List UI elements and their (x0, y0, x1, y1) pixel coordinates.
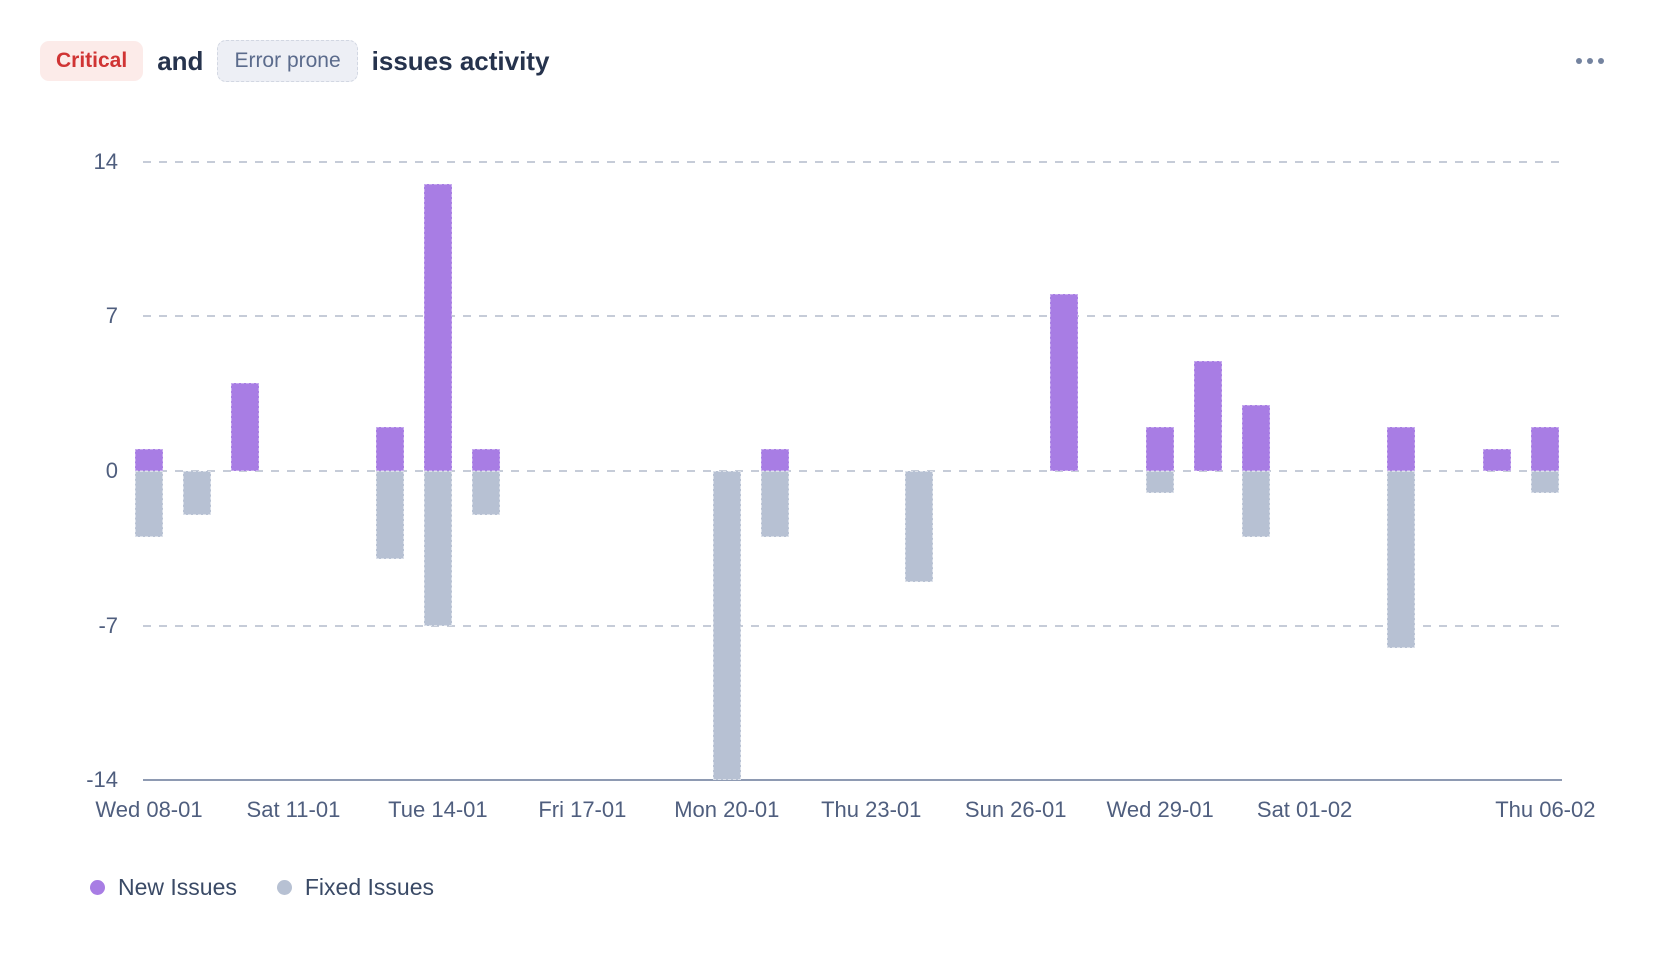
legend-new-issues[interactable]: New Issues (90, 874, 237, 901)
new-issues-bar-wed-29-01[interactable] (1146, 426, 1175, 471)
ellipsis-icon (1587, 58, 1593, 64)
grid-line-14 (143, 160, 1562, 163)
new-issues-bar-fri-31-01[interactable] (1242, 404, 1271, 471)
grid-line-7 (143, 315, 1562, 318)
ellipsis-icon (1598, 58, 1604, 64)
y-axis-label-0: 0 (105, 458, 118, 483)
fixed-issues-bar-wed-29-01[interactable] (1146, 471, 1175, 494)
y-axis-label-14: 14 (93, 148, 118, 174)
x-axis-label-sat-11-01: Sat 11-01 (246, 797, 341, 822)
y-axis-label--7: -7 (98, 612, 118, 638)
fixed-issues-bar-wed-08-01[interactable] (135, 471, 163, 538)
fixed-issues-bar-wed-15-01[interactable] (472, 471, 501, 516)
x-axis-label-thu-23-01: Thu 23-01 (821, 797, 922, 822)
card-title: issues activity (371, 45, 550, 76)
new-issues-bar-wed-05-02[interactable] (1483, 448, 1512, 471)
fixed-issues-bar-thu-09-01[interactable] (183, 471, 212, 516)
critical-badge[interactable]: Critical (40, 41, 144, 81)
card-header: Critical and Error prone issues activity (40, 40, 549, 82)
fixed-issues-bar-mon-13-01[interactable] (375, 471, 404, 560)
fixed-issues-bar-fri-24-01[interactable] (905, 471, 934, 582)
new-issues-bar-wed-08-01[interactable] (135, 448, 163, 471)
x-axis-label-sun-26-01: Sun 26-01 (964, 797, 1067, 822)
x-axis-label-thu-06-02: Thu 06-02 (1495, 797, 1596, 822)
new-issues-bar-tue-21-01[interactable] (760, 448, 789, 471)
error-prone-badge[interactable]: Error prone (217, 40, 358, 82)
new-issues-bar-mon-27-01[interactable] (1049, 294, 1078, 471)
fixed-issues-bar-thu-06-02[interactable] (1531, 471, 1560, 494)
fixed-issues-dot-icon (276, 880, 292, 895)
ellipsis-icon (1576, 58, 1582, 64)
x-axis-label-wed-29-01: Wed 29-01 (1106, 797, 1214, 822)
y-axis-label-7: 7 (105, 303, 118, 329)
grid-line-0 (143, 470, 1562, 472)
x-axis-label-fri-17-01: Fri 17-01 (538, 797, 627, 822)
new-issues-bar-tue-14-01[interactable] (423, 183, 452, 471)
new-issues-bar-mon-13-01[interactable] (375, 426, 404, 471)
y-axis-label--14: -14 (86, 767, 118, 793)
chart-legend: New Issues Fixed Issues (90, 874, 434, 901)
grid-line--7 (143, 624, 1562, 627)
x-axis-label-mon-20-01: Mon 20-01 (674, 797, 780, 822)
new-issues-bar-fri-10-01[interactable] (231, 382, 260, 471)
x-axis-baseline (143, 779, 1562, 782)
x-axis-label-sat-01-02: Sat 01-02 (1256, 797, 1353, 822)
title-and-text: and (157, 45, 204, 76)
legend-new-issues-label: New Issues (118, 874, 237, 900)
fixed-issues-bar-tue-14-01[interactable] (423, 471, 452, 626)
new-issues-bar-thu-06-02[interactable] (1531, 426, 1560, 471)
more-options-button[interactable] (1568, 50, 1612, 72)
fixed-issues-bar-mon-20-01[interactable] (712, 471, 741, 781)
fixed-issues-bar-fri-31-01[interactable] (1242, 471, 1271, 538)
legend-fixed-issues[interactable]: Fixed Issues (276, 874, 434, 901)
new-issues-bar-mon-03-02[interactable] (1386, 426, 1415, 471)
fixed-issues-bar-tue-21-01[interactable] (760, 471, 789, 538)
legend-fixed-issues-label: Fixed Issues (304, 874, 434, 900)
new-issues-bar-wed-15-01[interactable] (472, 448, 501, 471)
new-issues-dot-icon (90, 880, 105, 895)
fixed-issues-bar-mon-03-02[interactable] (1386, 471, 1415, 648)
x-axis-label-wed-08-01: Wed 08-01 (95, 797, 203, 822)
new-issues-bar-thu-30-01[interactable] (1194, 360, 1223, 471)
x-axis-label-tue-14-01: Tue 14-01 (388, 797, 488, 822)
